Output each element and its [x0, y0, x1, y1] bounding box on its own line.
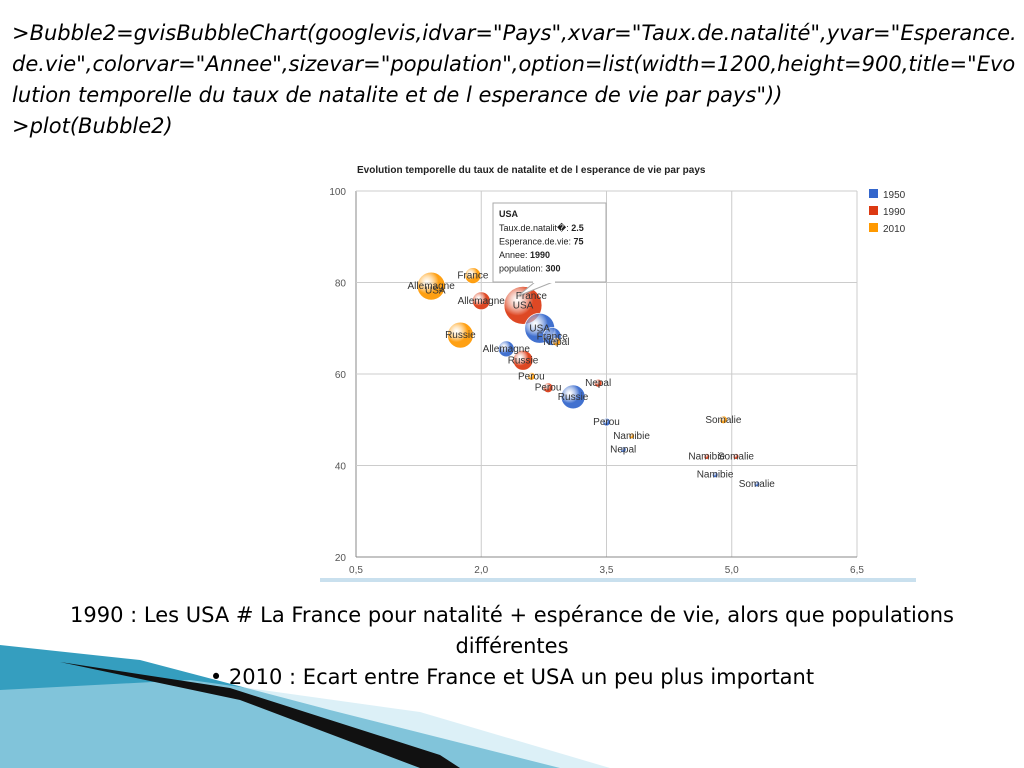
bubble-label: France — [457, 271, 489, 282]
tooltip-line: population: 300 — [499, 264, 561, 274]
tooltip-key: Taux.de.natalit�: — [499, 222, 571, 233]
legend-swatch-2010 — [869, 223, 878, 232]
chart-bottom-bar — [320, 578, 916, 582]
bubble-russie-1950 — [560, 384, 586, 410]
bubble-somalie-1950 — [753, 480, 761, 488]
code-line-1: >Bubble2=gvisBubbleChart(googlevis,idvar… — [12, 21, 1017, 107]
bubbles — [416, 267, 761, 488]
bubble-perou-2010 — [526, 371, 536, 381]
tooltip-line: Annee: 1990 — [499, 250, 550, 260]
legend-swatch-1950 — [869, 189, 878, 198]
axis-ticks: 0,5 2,0 3,5 5,0 6,5 20 40 60 80 100 — [329, 187, 864, 576]
bubble-somalie-1990 — [732, 452, 740, 460]
caption: 1990 : Les USA # La France pour natalité… — [60, 600, 964, 693]
bubble-namibie-1950 — [711, 471, 719, 479]
bubble-label: Somalie — [739, 479, 776, 490]
bubble-label: Perou — [535, 383, 562, 394]
y-tick-label: 100 — [329, 187, 346, 198]
tooltip-value: 75 — [574, 237, 584, 247]
bubble-label: USA — [529, 323, 550, 334]
bubble-label: USA — [425, 286, 446, 297]
tooltip-box — [492, 202, 607, 283]
dark-stripe — [60, 662, 460, 768]
chart-canvas: Evolution temporelle du taux de natalite… — [320, 165, 916, 582]
bubble-allemagne-1990 — [471, 291, 491, 311]
bubble-nepal-2010 — [551, 337, 561, 347]
caption-line-2: • 2010 : Ecart entre France et USA un pe… — [209, 665, 815, 689]
bubble-label: Allemagne — [483, 344, 531, 355]
bubble-russie-2010 — [446, 321, 474, 349]
legend-swatch-1990 — [869, 206, 878, 215]
x-tick-label: 6,5 — [850, 565, 864, 576]
legend: 1950 1990 2010 — [869, 189, 906, 235]
bubble-label: Namibie — [688, 451, 725, 462]
tooltip-key: Esperance.de.vie: — [499, 237, 574, 247]
bubble-label: Somalie — [705, 415, 742, 426]
bubble-label: Perou — [518, 371, 545, 382]
x-tick-label: 3,5 — [600, 565, 614, 576]
bubble-russie-1990 — [512, 349, 534, 371]
tooltip-value: 300 — [546, 264, 561, 274]
code-line-2: >plot(Bubble2) — [12, 114, 173, 138]
bubble-somalie-2010 — [718, 415, 728, 425]
tooltip-value: 2.5 — [571, 223, 584, 233]
bubble-label: France — [537, 331, 569, 342]
bubble-label: Perou — [593, 417, 620, 428]
x-tick-label: 5,0 — [725, 565, 739, 576]
bubble-perou-1950 — [602, 417, 611, 427]
bubble-label: Allemagne — [408, 281, 456, 292]
tooltip-joint — [533, 281, 555, 283]
bubble-label: Somalie — [718, 451, 755, 462]
y-tick-label: 20 — [335, 553, 347, 564]
tooltip-line: Taux.de.natalit�: 2.5 — [499, 222, 584, 233]
chart-title: Evolution temporelle du taux de natalite… — [357, 165, 706, 176]
tooltip-value: 1990 — [530, 250, 550, 260]
bubble-label: Russie — [508, 355, 539, 366]
bubble-chart: Evolution temporelle du taux de natalite… — [320, 160, 916, 582]
bubble-label: Nepal — [610, 444, 636, 455]
tooltip-line: Esperance.de.vie: 75 — [499, 237, 584, 247]
bubble-nepal-1990 — [593, 378, 603, 388]
bubble-label: USA — [513, 300, 534, 311]
bubble-label: Nepal — [543, 337, 569, 348]
bubble-allemagne-2010 — [416, 271, 446, 301]
y-tick-label: 60 — [335, 370, 347, 381]
caption-line-1: 1990 : Les USA # La France pour natalité… — [70, 603, 954, 658]
tooltip-title: USA — [499, 209, 519, 219]
bubble-label: Namibie — [697, 470, 734, 481]
bubble-france-2010 — [464, 267, 482, 285]
bubble-nepal-1950 — [619, 446, 627, 453]
bubble-label: Namibie — [613, 431, 650, 442]
y-tick-label: 40 — [335, 462, 347, 473]
bubble-label: Russie — [558, 392, 589, 403]
bubble-label: Russie — [445, 330, 476, 341]
bubble-label: France — [516, 291, 548, 302]
legend-label-1950: 1950 — [883, 190, 906, 201]
tooltip-key: Annee: — [499, 250, 530, 260]
bubble-namibie-2010 — [628, 432, 635, 440]
tooltip-key: population: — [499, 264, 546, 274]
legend-label-1990: 1990 — [883, 207, 906, 218]
y-tick-label: 80 — [335, 279, 347, 290]
tooltip: USA Taux.de.natalit�: 2.5 Esperance.de.vie… — [492, 202, 607, 297]
x-tick-label: 2,0 — [474, 565, 488, 576]
r-code-block: >Bubble2=gvisBubbleChart(googlevis,idvar… — [12, 18, 1017, 142]
bubble-namibie-1990 — [703, 452, 711, 460]
legend-label-2010: 2010 — [883, 224, 906, 235]
bubble-allemagne-1950 — [497, 340, 515, 358]
bubble-perou-1990 — [542, 382, 554, 394]
bubble-label: Nepal — [585, 378, 611, 389]
bubble-label: Allemagne — [458, 296, 506, 307]
x-tick-label: 0,5 — [349, 565, 363, 576]
